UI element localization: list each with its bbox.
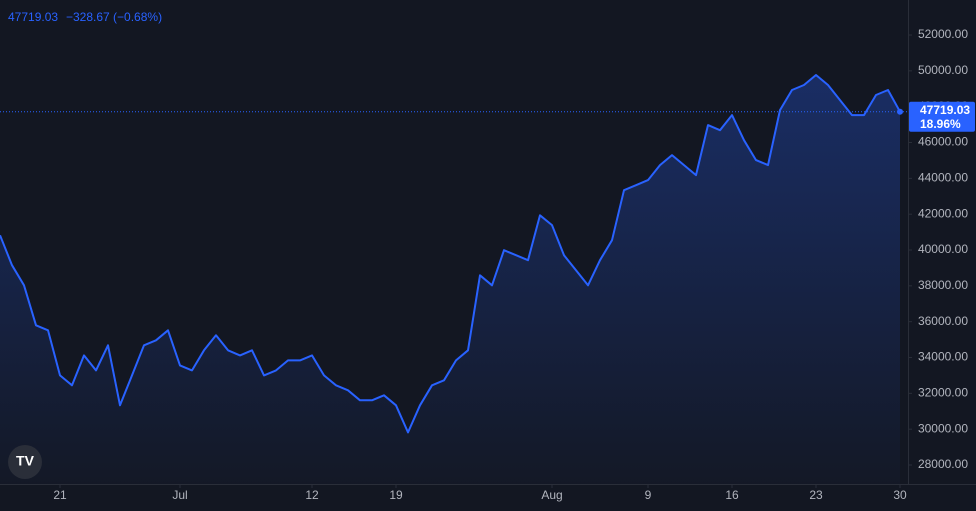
y-tick-label: 46000.00: [918, 135, 968, 149]
price-tag-value: 47719.03: [920, 103, 970, 117]
x-tick-label: Jul: [172, 488, 187, 502]
x-tick-label: 21: [53, 488, 67, 502]
x-tick-label: 30: [893, 488, 907, 502]
y-tick-label: 44000.00: [918, 171, 968, 185]
y-tick-label: 34000.00: [918, 350, 968, 364]
x-tick-label: 9: [645, 488, 652, 502]
price-line: [0, 74, 901, 434]
y-tick-label: 50000.00: [918, 63, 968, 77]
y-tick-label: 52000.00: [918, 27, 968, 41]
y-tick-label: 32000.00: [918, 386, 968, 400]
last-point: [897, 108, 903, 115]
y-tick-label: 38000.00: [918, 278, 968, 292]
y-tick-label: 36000.00: [918, 314, 968, 328]
y-tick-label: 40000.00: [918, 242, 968, 256]
price-tag: [909, 101, 975, 132]
price-tag-percent: 18.96%: [920, 117, 961, 131]
x-tick-label: 16: [725, 488, 739, 502]
area-fill: [0, 75, 900, 484]
y-tick-label: 30000.00: [918, 421, 968, 435]
logo: TV: [8, 445, 42, 479]
y-tick-label: 42000.00: [918, 206, 968, 220]
plot: [0, 74, 908, 484]
x-tick-label: Aug: [541, 488, 562, 502]
svg-text:TV: TV: [16, 453, 35, 469]
x-tick-label: 23: [809, 488, 823, 502]
header-change: −328.67 (−0.68%): [66, 10, 162, 24]
x-tick-label: 12: [305, 488, 319, 502]
y-tick-label: 28000.00: [918, 457, 968, 471]
header-price: 47719.03: [8, 10, 58, 24]
x-tick-label: 19: [389, 488, 403, 502]
